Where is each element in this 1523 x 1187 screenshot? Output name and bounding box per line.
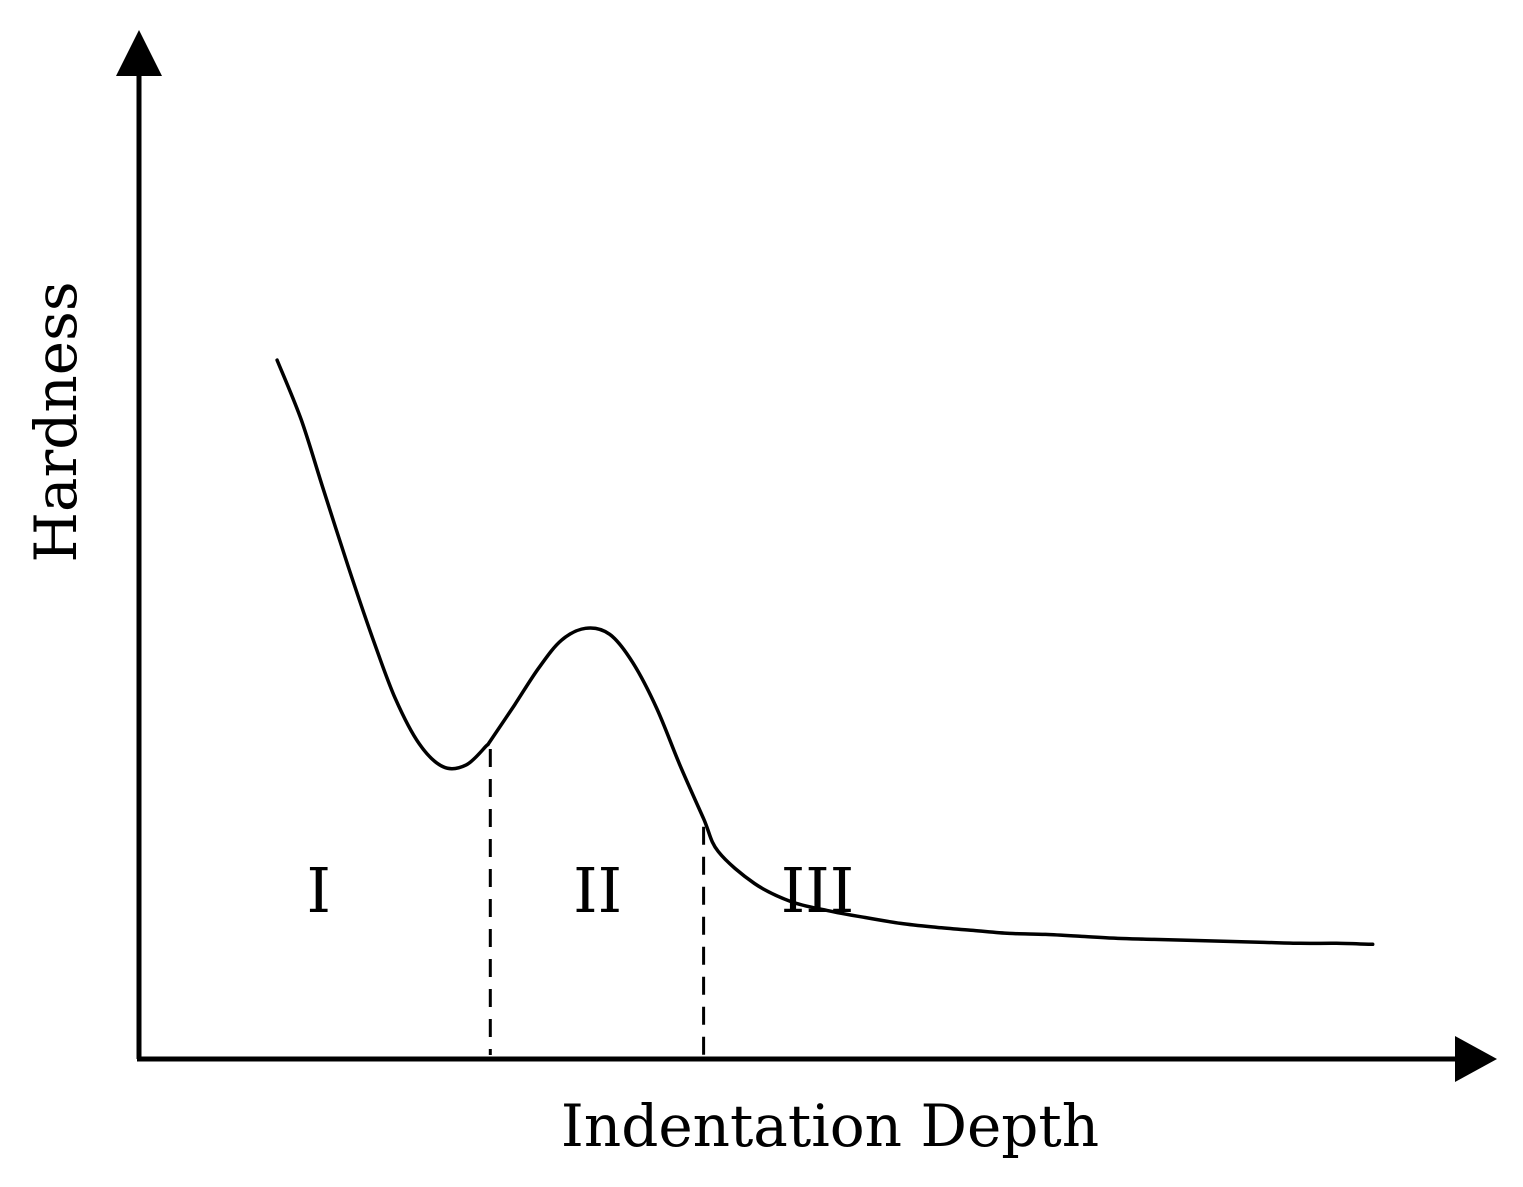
region-labels: I II III [306, 854, 854, 927]
region-label-3: III [781, 854, 854, 927]
y-axis-label: Hardness [22, 281, 90, 562]
region-label-2: II [573, 854, 622, 927]
y-axis-arrow [116, 30, 162, 76]
hardness-curve [275, 358, 1375, 947]
x-axis-label: Indentation Depth [561, 1092, 1099, 1160]
region-dividers [488, 749, 706, 1055]
x-axis-arrow [1455, 1036, 1497, 1082]
region-label-1: I [306, 854, 331, 927]
